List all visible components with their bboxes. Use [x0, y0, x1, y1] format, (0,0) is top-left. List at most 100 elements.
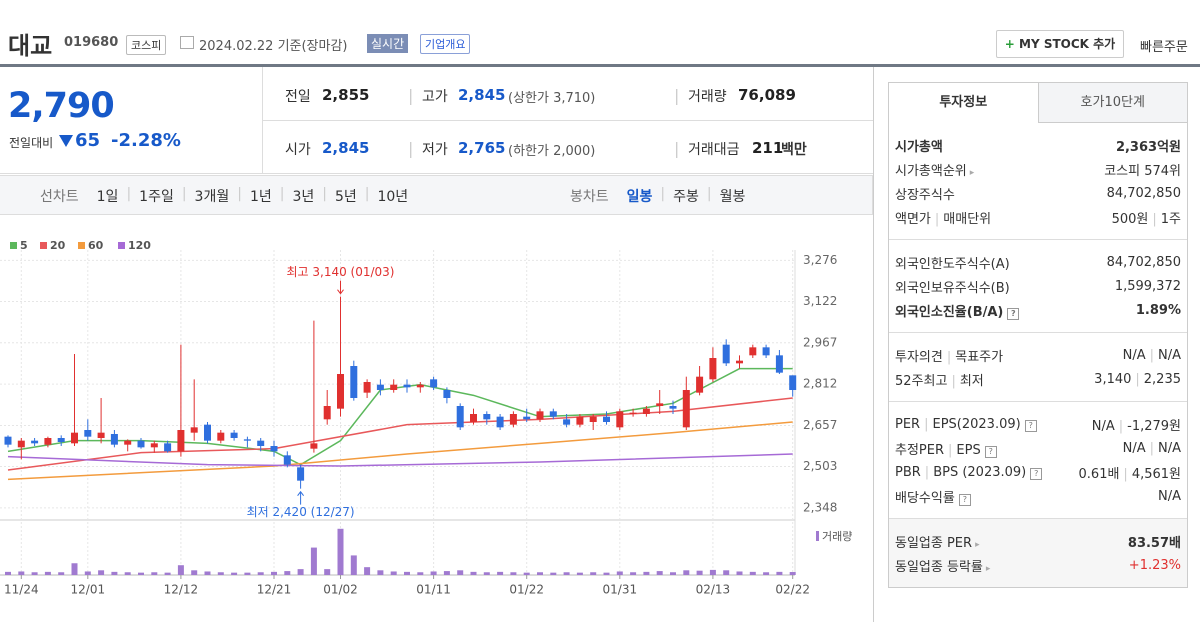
- stat-label: 전일: [285, 89, 311, 105]
- row-value: 3,140 | 2,235: [1094, 372, 1181, 387]
- stock-name: 대교: [8, 32, 53, 60]
- candle-body: [443, 390, 451, 398]
- row-label: 상장주식수: [895, 184, 955, 203]
- info-row: 투자의견 | 목표주가 N/A | N/A: [889, 343, 1187, 367]
- mystock-button[interactable]: + MY STOCK 추가: [996, 30, 1124, 58]
- volume-bar: [643, 571, 650, 575]
- volume-bar: [736, 571, 743, 575]
- volume-bar: [310, 547, 317, 575]
- candle-body: [576, 416, 584, 425]
- header-rule: [0, 64, 1200, 67]
- volume-bar: [523, 572, 530, 575]
- candle-body: [669, 406, 677, 409]
- period-tab[interactable]: 주봉: [673, 189, 699, 205]
- volume-bar: [244, 572, 251, 575]
- label-part: 추정PER: [895, 442, 945, 458]
- volume-bar: [709, 569, 716, 575]
- help-icon[interactable]: ?: [958, 493, 971, 506]
- help-icon[interactable]: ?: [984, 445, 997, 458]
- period-tab[interactable]: 1일: [96, 189, 119, 205]
- tab[interactable]: 호가10단계: [1037, 83, 1187, 123]
- help-icon[interactable]: ?: [1007, 307, 1020, 320]
- candle-body: [71, 432, 78, 444]
- candle-body: [603, 416, 610, 422]
- info-row: 동일업종 PER ▸ 83.57배: [889, 529, 1187, 553]
- sep: |: [660, 186, 666, 202]
- candle-body: [549, 411, 557, 417]
- stat-label: 거래량: [688, 89, 727, 105]
- value-part: 84,702,850: [1106, 185, 1181, 201]
- stock-code: 019680: [64, 35, 119, 50]
- candle-body: [416, 384, 424, 388]
- volume-bar: [670, 572, 676, 575]
- label-part: 동일업종 등락률: [895, 559, 983, 575]
- label-part: 외국인보유주식수(B): [895, 280, 1010, 296]
- row-value: N/A | -1,279원: [1092, 415, 1181, 434]
- period-group-label: 봉차트: [570, 189, 609, 205]
- volume-bar: [164, 572, 171, 575]
- help-icon[interactable]: ?: [1024, 419, 1037, 432]
- stat-value: 2,845: [458, 86, 506, 104]
- candle-body: [350, 366, 358, 398]
- label-part: EPS(2023.09): [932, 416, 1021, 432]
- volume-bar: [430, 571, 437, 575]
- volume-bar: [377, 570, 384, 575]
- candle-body: [217, 432, 225, 441]
- period-tab[interactable]: 1주일: [139, 189, 174, 205]
- period-tab[interactable]: 5년: [334, 189, 357, 205]
- stat-value: 2,765: [458, 139, 506, 157]
- period-tab[interactable]: 일봉: [626, 189, 653, 205]
- period-tab[interactable]: 3개월: [194, 189, 230, 205]
- help-icon[interactable]: ?: [1030, 467, 1043, 480]
- volume-bar: [18, 571, 25, 575]
- info-row: 동일업종 등락률 ▸ +1.23%: [889, 553, 1187, 577]
- volume-bar: [457, 570, 464, 575]
- arrow: [337, 280, 344, 295]
- tab[interactable]: 투자정보: [939, 95, 988, 110]
- legend-label: 120: [128, 239, 151, 252]
- volume-bar: [257, 572, 264, 575]
- realtime-badge[interactable]: 실시간: [367, 34, 409, 53]
- row-label: 시가총액: [895, 136, 943, 155]
- row-label: 추정PER | EPS?: [895, 439, 997, 458]
- info-row: 외국인한도주식수(A) 84,702,850: [889, 250, 1187, 274]
- plus-icon: +: [1004, 37, 1020, 51]
- volume-bar: [271, 571, 277, 575]
- volume-bar: [124, 572, 131, 575]
- label-part: 최저: [959, 373, 984, 389]
- candle-body: [789, 375, 797, 390]
- candle-body: [762, 347, 770, 356]
- period-tab[interactable]: 1년: [249, 189, 272, 205]
- divider: [262, 120, 873, 121]
- volume-legend: 거래량: [822, 530, 852, 543]
- value-part: 500원: [1111, 211, 1149, 227]
- volume-bar: [111, 571, 118, 575]
- info-row: 시가총액 2,363억원: [889, 133, 1187, 157]
- row-value: 0.61배 | 4,561원: [1079, 463, 1181, 482]
- candle-body: [642, 408, 650, 414]
- rate: -2.28%: [111, 130, 181, 151]
- down-icon: [59, 135, 73, 147]
- ma-line: [7, 397, 793, 471]
- row-label: 액면가 | 매매단위: [895, 208, 991, 227]
- period-tab[interactable]: 10년: [377, 189, 409, 205]
- volume-bar: [656, 571, 663, 575]
- candle-body: [736, 360, 743, 364]
- sep: |: [279, 186, 285, 202]
- volume-bar: [297, 569, 304, 575]
- candle-body: [177, 430, 185, 452]
- volume-bar: [443, 571, 450, 575]
- candle-body: [337, 374, 344, 409]
- company-button[interactable]: 기업개요: [420, 34, 471, 54]
- order-button[interactable]: 빠른주문: [1140, 40, 1188, 55]
- info-row: 외국인보유주식수(B) 1,599,372: [889, 274, 1187, 298]
- period-tab[interactable]: 3년: [292, 189, 315, 205]
- stat-note: (상한가 3,710): [508, 91, 596, 106]
- y-tick-label: 3,122: [803, 294, 837, 308]
- volume-bar: [789, 572, 796, 575]
- volume-bar: [284, 571, 291, 575]
- row-label: PER | EPS(2023.09)?: [895, 417, 1037, 432]
- volume-bar: [31, 572, 38, 575]
- ma-line: [7, 367, 793, 466]
- period-tab[interactable]: 월봉: [719, 189, 746, 205]
